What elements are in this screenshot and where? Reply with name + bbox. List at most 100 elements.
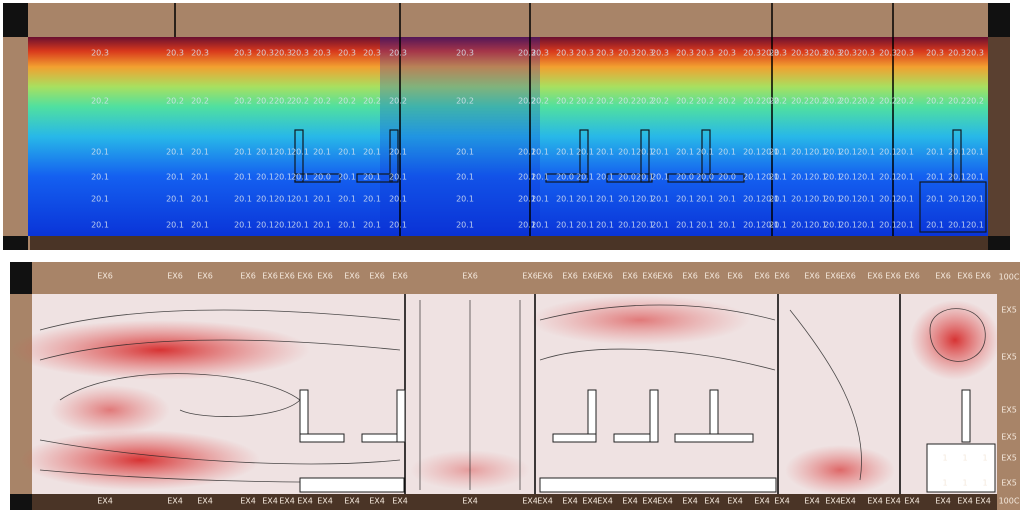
- temperature-label: 20.2: [857, 97, 875, 106]
- exhaust-label: EX6: [462, 272, 478, 281]
- temperature-label: 20.1: [791, 221, 809, 230]
- temperature-label: 20.1: [809, 148, 827, 157]
- temperature-label: 20.1: [313, 148, 331, 157]
- temperature-label: 20.1: [576, 195, 594, 204]
- temperature-label: 20.1: [256, 195, 274, 204]
- temperature-label: 20.1: [769, 173, 787, 182]
- exhaust-label: EX6: [975, 272, 991, 281]
- temperature-label: 20.1: [948, 195, 966, 204]
- temperature-label: 20.1: [456, 173, 474, 182]
- temperature-label: 20.3: [389, 49, 407, 58]
- temperature-label: 20.1: [291, 221, 309, 230]
- exhaust-label: EX4: [279, 497, 295, 506]
- temperature-label: 20.3: [291, 49, 309, 58]
- temperature-label: 20.1: [531, 173, 549, 182]
- temperature-label: 20.2: [791, 97, 809, 106]
- temperature-label: 20.3: [618, 49, 636, 58]
- temperature-label: 20.1: [596, 221, 614, 230]
- temperature-label: 20.3: [809, 49, 827, 58]
- temperature-label: 20.1: [91, 221, 109, 230]
- temperature-label: 20.0: [676, 173, 694, 182]
- exhaust-label: EX4: [317, 497, 333, 506]
- corner-label: 100C: [999, 497, 1020, 506]
- temperature-label: 20.1: [556, 148, 574, 157]
- temperature-label: 20.1: [636, 173, 654, 182]
- temperature-label: 20.1: [191, 173, 209, 182]
- exhaust-label: EX4: [197, 497, 213, 506]
- exhaust-label: EX4: [522, 497, 538, 506]
- exhaust-label: EX6: [935, 272, 951, 281]
- labels: 20.3 20.3 20.3 20.3 20.3 20.3 20.3 20.3 20.3 20.3…: [91, 49, 1020, 506]
- exhaust-label: EX4: [462, 497, 478, 506]
- temperature-label: 20.1: [576, 221, 594, 230]
- exhaust-label: EX4: [642, 497, 658, 506]
- temperature-label: 20.3: [857, 49, 875, 58]
- temperature-label: 20.1: [696, 221, 714, 230]
- temperature-label: 20.1: [696, 148, 714, 157]
- temperature-label: 20.1: [256, 148, 274, 157]
- temperature-label: 20.1: [274, 148, 292, 157]
- temperature-label: 20.1: [518, 173, 536, 182]
- temperature-label: 20.1: [618, 195, 636, 204]
- temperature-label: 20.1: [256, 173, 274, 182]
- temperature-label: 20.1: [718, 195, 736, 204]
- temperature-label: 20.1: [809, 173, 827, 182]
- temperature-label: 20.2: [696, 97, 714, 106]
- temperature-label: 20.1: [518, 195, 536, 204]
- temperature-label: 20.1: [879, 148, 897, 157]
- temperature-label: 20.1: [761, 173, 779, 182]
- exhaust-label: EX6: [904, 272, 920, 281]
- temperature-label: 20.1: [456, 195, 474, 204]
- temperature-label: 20.1: [363, 148, 381, 157]
- exhaust-label: EX4: [935, 497, 951, 506]
- temperature-label: 20.1: [313, 195, 331, 204]
- exhaust-label: EX4: [369, 497, 385, 506]
- temperature-label: 20.1: [896, 173, 914, 182]
- exhaust-label: EX5: [1001, 353, 1017, 362]
- exhaust-label: EX5: [1001, 479, 1017, 488]
- temperature-label: 20.1: [274, 195, 292, 204]
- exhaust-label: EX4: [885, 497, 901, 506]
- temperature-label: 20.2: [651, 97, 669, 106]
- box-label: 1: [982, 479, 987, 488]
- exhaust-label: EX4: [774, 497, 790, 506]
- temperature-label: 20.1: [518, 148, 536, 157]
- temperature-label: 20.1: [234, 195, 252, 204]
- exhaust-label: EX6: [562, 272, 578, 281]
- temperature-label: 20.1: [313, 221, 331, 230]
- exhaust-label: EX6: [197, 272, 213, 281]
- temperature-label: 20.1: [948, 148, 966, 157]
- temperature-label: 20.1: [879, 195, 897, 204]
- exhaust-label: EX6: [582, 272, 598, 281]
- temperature-label: 20.1: [839, 195, 857, 204]
- temperature-label: 20.2: [91, 97, 109, 106]
- temperature-label: 20.1: [839, 148, 857, 157]
- temperature-label: 20.1: [857, 148, 875, 157]
- exhaust-label: EX4: [597, 497, 613, 506]
- exhaust-label: EX6: [597, 272, 613, 281]
- temperature-label: 20.2: [948, 97, 966, 106]
- temperature-label: 20.3: [234, 49, 252, 58]
- temperature-label: 20.1: [761, 221, 779, 230]
- exhaust-label: EX4: [804, 497, 820, 506]
- temperature-label: 20.1: [743, 195, 761, 204]
- temperature-label: 20.1: [769, 195, 787, 204]
- temperature-label: 20.1: [676, 148, 694, 157]
- temperature-label: 20.1: [166, 221, 184, 230]
- temperature-label: 20.2: [274, 97, 292, 106]
- temperature-label: 20.3: [274, 49, 292, 58]
- temperature-label: 20.2: [166, 97, 184, 106]
- temperature-label: 20.3: [824, 49, 842, 58]
- exhaust-label: EX4: [704, 497, 720, 506]
- exhaust-label: EX4: [727, 497, 743, 506]
- exhaust-label: EX6: [957, 272, 973, 281]
- temperature-label: 20.0: [618, 173, 636, 182]
- temperature-label: 20.2: [676, 97, 694, 106]
- temperature-label: 20.1: [651, 173, 669, 182]
- temperature-label: 20.1: [191, 148, 209, 157]
- temperature-label: 20.1: [274, 221, 292, 230]
- temperature-label: 20.2: [191, 97, 209, 106]
- temperature-label: 20.1: [966, 148, 984, 157]
- temperature-label: 20.1: [596, 195, 614, 204]
- temperature-label: 20.1: [676, 221, 694, 230]
